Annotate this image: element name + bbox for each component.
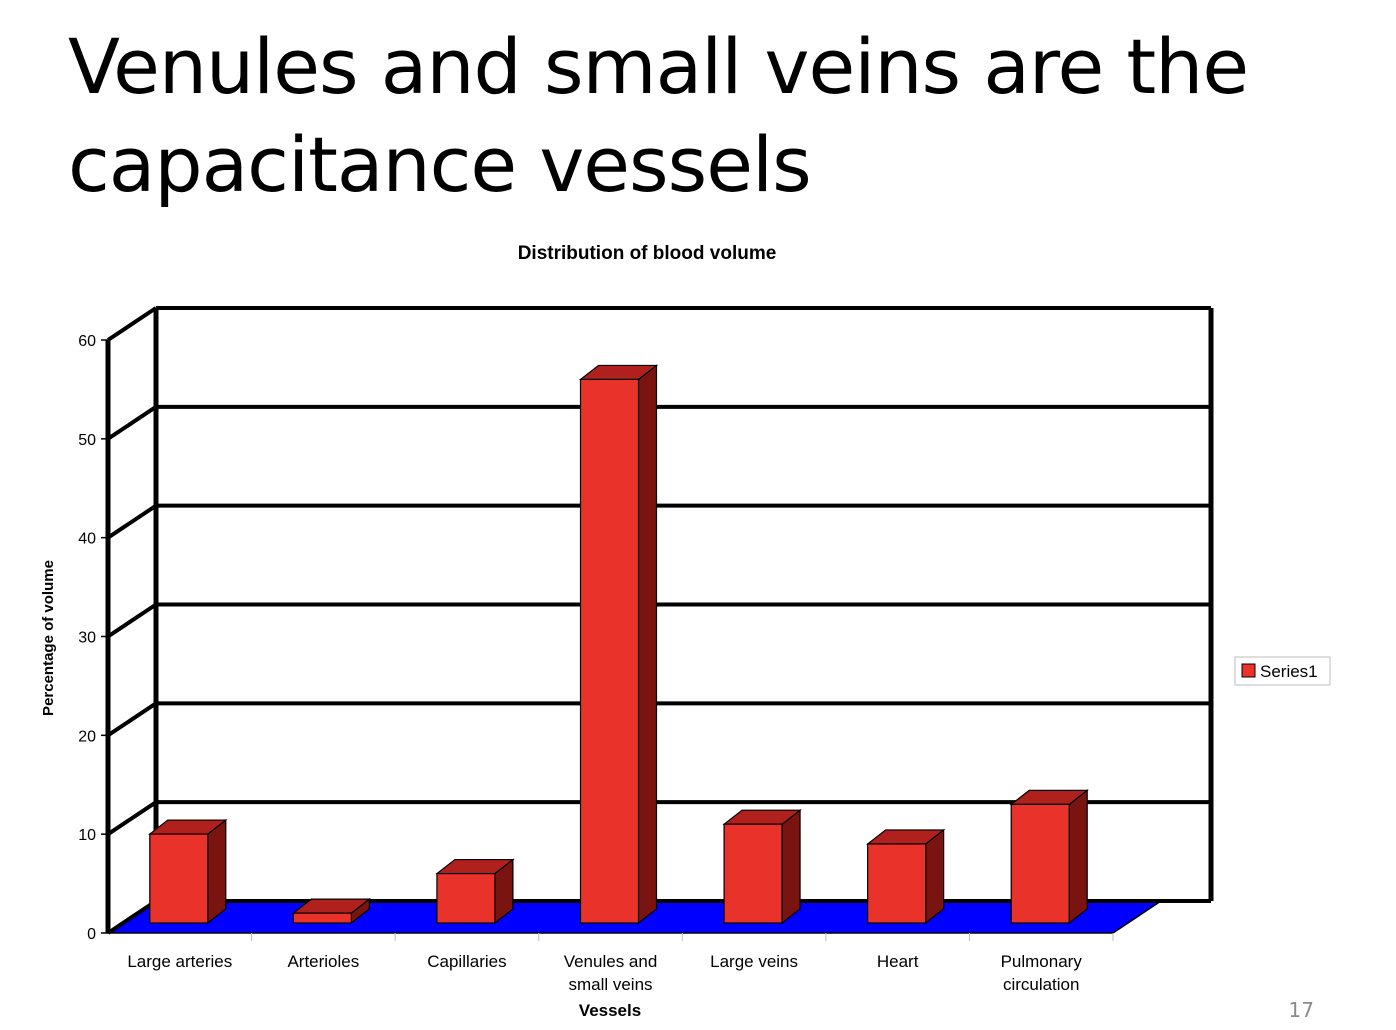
x-tick-label: small veins: [568, 975, 652, 994]
x-tick-label: Arterioles: [287, 952, 359, 971]
x-tick-label: Capillaries: [427, 952, 506, 971]
side-wall-line: [106, 899, 158, 935]
title-line-1: Venules and small veins are the: [68, 22, 1249, 111]
y-tick-label: 20: [78, 728, 96, 745]
bar-side: [925, 828, 945, 925]
y-tick-label: 60: [78, 333, 96, 350]
title-emphasis: capacitance: [68, 120, 517, 209]
y-tick-label: 10: [78, 827, 96, 844]
legend-label: Series1: [1260, 662, 1318, 681]
x-axis-title: Vessels: [579, 1001, 641, 1020]
slide-title: Venules and small veins are the capacitan…: [68, 18, 1318, 214]
bar-side: [781, 808, 801, 925]
floor-right-edge: [1112, 900, 1162, 934]
side-wall-line: [106, 701, 158, 737]
side-wall-line: [106, 405, 158, 441]
bar: [1010, 803, 1070, 924]
bar: [292, 912, 352, 924]
page-number: 17: [1288, 998, 1314, 1022]
y-tick-label: 0: [87, 926, 96, 943]
side-wall-line: [106, 306, 158, 342]
bar-side: [637, 364, 658, 925]
title-rest: vessels: [516, 120, 811, 209]
x-tick-label: Pulmonary: [1001, 952, 1083, 971]
x-tick-label: Large veins: [710, 952, 798, 971]
y-tick-label: 40: [78, 531, 96, 548]
chart-body: 0 10 20 30 40 50 60 Large arteries Arterioles Cap…: [78, 306, 1214, 994]
side-wall-line: [106, 800, 158, 836]
bar: [436, 872, 496, 924]
bar: [579, 378, 640, 924]
y-tick-label: 30: [78, 630, 96, 647]
bar-side: [207, 818, 227, 925]
bar: [149, 833, 209, 924]
x-tick-label: Large arteries: [127, 952, 232, 971]
x-tick-label: Venules and: [564, 952, 658, 971]
side-wall-line: [106, 602, 158, 639]
legend: Series1: [1234, 656, 1331, 686]
bar: [867, 843, 927, 924]
y-tick-label: 50: [78, 432, 96, 449]
chart-title: Distribution of blood volume: [518, 243, 777, 264]
bar: [723, 823, 783, 924]
side-wall-line: [106, 504, 158, 540]
bar-side: [1068, 789, 1088, 925]
y-axis-title: Percentage of volume: [40, 560, 57, 716]
x-tick-label: Heart: [877, 952, 919, 971]
x-tick-label: circulation: [1003, 975, 1080, 994]
legend-swatch: [1241, 663, 1256, 678]
